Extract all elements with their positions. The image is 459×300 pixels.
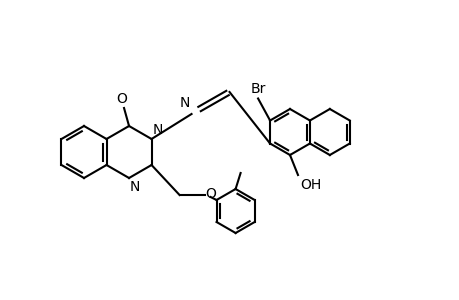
Text: Br: Br (250, 82, 265, 95)
Text: O: O (205, 187, 216, 201)
Text: N: N (152, 123, 162, 137)
Text: OH: OH (299, 178, 320, 192)
Text: O: O (116, 92, 127, 106)
Text: N: N (130, 180, 140, 194)
Text: N: N (179, 96, 189, 110)
